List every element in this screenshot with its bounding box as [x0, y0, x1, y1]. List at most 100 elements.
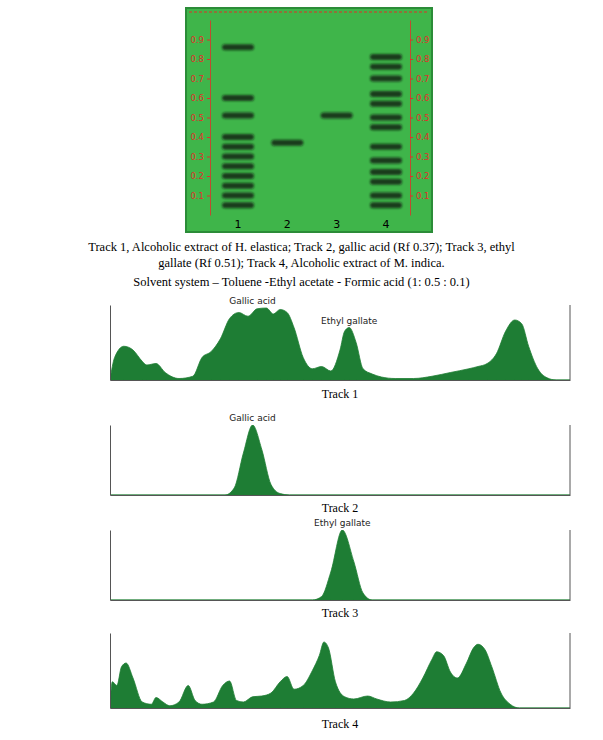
tick-label: 0.6: [416, 93, 430, 103]
track-title: Track 3: [322, 606, 359, 620]
tick: 0.3: [410, 152, 430, 162]
tick-mark: [410, 98, 413, 99]
peak-area: [110, 425, 570, 495]
tick-mark: [207, 98, 210, 99]
plate-background: [186, 8, 432, 232]
track-label: 1: [235, 218, 242, 231]
x-axis: [111, 380, 571, 381]
plot-frame-right: [570, 530, 571, 600]
band: [370, 193, 402, 199]
tick-mark: [207, 40, 210, 41]
axis-line: [110, 306, 111, 381]
tick: 0.4: [190, 132, 210, 142]
tick-label: 0.7: [190, 74, 204, 84]
tick-label: 0.3: [416, 152, 430, 162]
band: [222, 95, 254, 101]
peak-area: [110, 642, 570, 708]
band: [222, 154, 254, 160]
band: [370, 179, 402, 185]
axis-line: [111, 708, 571, 709]
band: [370, 124, 402, 130]
caption-line: Track 1, Alcoholic extract of H. elastic…: [88, 240, 515, 254]
tick-mark: [410, 59, 413, 60]
tick: 0.2: [190, 171, 210, 181]
caption-line: gallate (Rf 0.51); Track 4, Alcoholic ex…: [158, 256, 444, 270]
band: [370, 64, 402, 70]
band: [222, 163, 254, 169]
band: [222, 173, 254, 179]
caption: Track 1, Alcoholic extract of H. elastic…: [88, 240, 515, 289]
track-label: 2: [284, 218, 291, 231]
rf-axis-right: 0.1 0.2 0.3 0.4 0.5 0.6 0.7 0.8 0.9: [410, 21, 430, 216]
tick-mark: [207, 196, 210, 197]
plot-frame-right: [570, 425, 571, 495]
tick-mark: [410, 196, 413, 197]
tick-mark: [410, 157, 413, 158]
band: [222, 44, 254, 50]
tick: 0.4: [410, 132, 430, 142]
band: [222, 134, 254, 140]
tick: 0.1: [410, 191, 430, 201]
tick-label: 0.7: [416, 74, 430, 84]
band: [222, 144, 254, 150]
plot-area: [110, 425, 570, 495]
band: [370, 144, 402, 150]
band: [222, 183, 254, 189]
band: [370, 91, 402, 97]
axis-line: [110, 634, 111, 709]
peak-annotation: Ethyl gallate: [314, 518, 371, 528]
track-title: Track 4: [322, 717, 359, 731]
densitogram: Ethyl gallate Track 3: [110, 518, 571, 620]
densitogram: Gallic acidEthyl gallateTrack 1: [110, 296, 571, 401]
tick-mark: [207, 137, 210, 138]
band: [370, 115, 402, 121]
bands: [222, 44, 402, 208]
tick: 0.9: [190, 35, 210, 45]
tick-label: 0.1: [190, 191, 204, 201]
tick: 0.5: [410, 113, 430, 123]
axis-line: [110, 426, 111, 496]
peak-annotation: Gallic acid: [229, 413, 275, 423]
track-title: Track 2: [322, 501, 359, 515]
tick-mark: [410, 118, 413, 119]
plot-frame-right: [570, 305, 571, 380]
peak-area: [110, 308, 570, 380]
axis-line: [111, 600, 571, 601]
tick-label: 0.5: [190, 113, 204, 123]
band: [321, 113, 353, 119]
plot-frame-right: [570, 633, 571, 708]
caption-line: Solvent system – Toluene -Ethyl acetate …: [133, 275, 469, 289]
track-label: 4: [383, 218, 390, 231]
tick-label: 0.8: [416, 54, 430, 64]
peak-annotation: Ethyl gallate: [321, 316, 378, 326]
solvent-front: [189, 12, 429, 13]
axis-line: [110, 531, 111, 601]
band: [271, 140, 303, 146]
peak-area: [110, 530, 570, 600]
densitogram: Gallic acid Track 2: [110, 413, 571, 515]
tick: 0.9: [410, 35, 430, 45]
densitogram: Track 4: [110, 633, 571, 731]
axis-line: [111, 495, 571, 496]
axis-line: [210, 21, 211, 216]
tick: 0.6: [190, 93, 210, 103]
tick-mark: [410, 40, 413, 41]
band: [370, 169, 402, 175]
tick: 0.7: [190, 74, 210, 84]
rf-axis-left: 0.10.20.30.40.50.60.70.80.9: [190, 21, 210, 216]
peak-annotation: Gallic acid: [229, 296, 275, 306]
plot-area: [110, 530, 570, 600]
tick: 0.7: [410, 74, 430, 84]
tick-mark: [207, 59, 210, 60]
band: [222, 113, 254, 119]
tick-label: 0.2: [416, 171, 430, 181]
tick: 0.6: [410, 93, 430, 103]
y-axis: [110, 306, 111, 381]
band: [370, 101, 402, 107]
tick-mark: [410, 79, 413, 80]
band: [370, 54, 402, 60]
x-axis: [111, 600, 571, 601]
tick: 0.8: [190, 54, 210, 64]
plot-area: [110, 308, 570, 380]
tick-label: 0.9: [190, 35, 204, 45]
